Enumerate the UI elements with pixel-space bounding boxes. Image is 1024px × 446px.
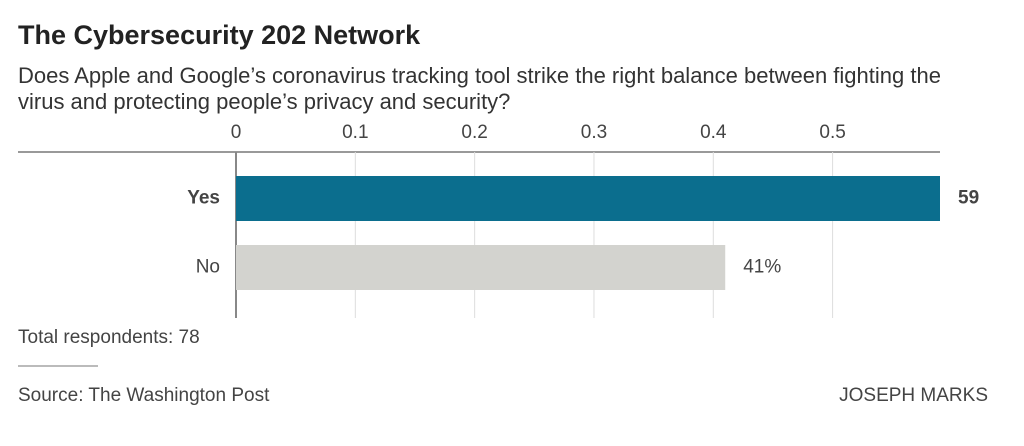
x-tick-label: 0.5: [819, 122, 845, 143]
x-tick-label: 0.3: [581, 122, 607, 143]
credit: JOSEPH MARKS: [839, 385, 988, 406]
chart-title: The Cybersecurity 202 Network: [18, 20, 421, 50]
x-tick-label: 0.2: [461, 122, 487, 143]
x-tick-label: 0.4: [700, 122, 727, 143]
value-label: 41%: [743, 257, 781, 278]
y-tick-label: No: [196, 257, 220, 278]
bar: [236, 176, 940, 221]
note: Total respondents: 78: [18, 327, 200, 348]
x-tick-label: 0.1: [342, 122, 368, 143]
value-label: 59: [958, 188, 979, 209]
source: Source: The Washington Post: [18, 385, 270, 406]
y-tick-label: Yes: [187, 188, 220, 209]
chart-subtitle: Does Apple and Google’s coronavirus trac…: [18, 63, 941, 114]
bar: [236, 245, 726, 290]
x-tick-label: 0: [231, 122, 242, 143]
